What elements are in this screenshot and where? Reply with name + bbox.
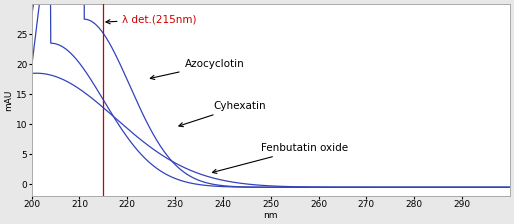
X-axis label: nm: nm [264, 211, 278, 220]
Y-axis label: mAU: mAU [4, 90, 13, 111]
Text: Cyhexatin: Cyhexatin [179, 101, 266, 127]
Text: Azocyclotin: Azocyclotin [150, 59, 244, 80]
Text: Fenbutatin oxide: Fenbutatin oxide [212, 143, 348, 173]
Text: λ det.(215nm): λ det.(215nm) [106, 14, 197, 24]
